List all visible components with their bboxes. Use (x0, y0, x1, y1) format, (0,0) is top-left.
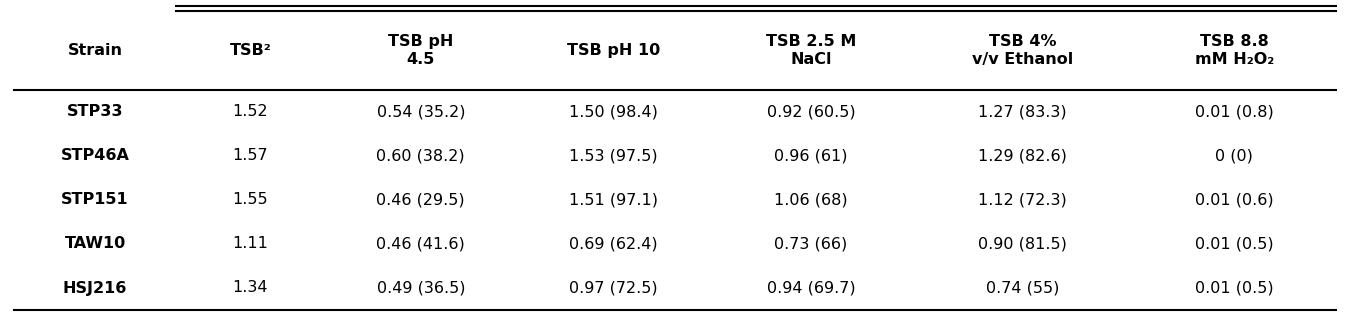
Text: STP33: STP33 (68, 105, 123, 119)
Text: 0.69 (62.4): 0.69 (62.4) (568, 237, 657, 251)
Text: 1.12 (72.3): 1.12 (72.3) (979, 193, 1066, 207)
Text: TSB pH
4.5: TSB pH 4.5 (387, 34, 454, 67)
Text: STP151: STP151 (61, 193, 128, 207)
Text: 1.57: 1.57 (232, 149, 269, 163)
Text: 1.06 (68): 1.06 (68) (775, 193, 848, 207)
Text: 1.50 (98.4): 1.50 (98.4) (568, 105, 657, 119)
Text: 1.52: 1.52 (232, 105, 269, 119)
Text: 0.97 (72.5): 0.97 (72.5) (568, 281, 657, 296)
Text: 0.01 (0.5): 0.01 (0.5) (1195, 281, 1273, 296)
Text: 1.34: 1.34 (232, 281, 269, 296)
Text: 0.92 (60.5): 0.92 (60.5) (767, 105, 856, 119)
Text: TAW10: TAW10 (65, 237, 126, 251)
Text: 0.01 (0.8): 0.01 (0.8) (1195, 105, 1273, 119)
Text: 1.11: 1.11 (232, 237, 269, 251)
Text: 0.94 (69.7): 0.94 (69.7) (767, 281, 856, 296)
Text: 0.46 (29.5): 0.46 (29.5) (377, 193, 466, 207)
Text: 0.96 (61): 0.96 (61) (775, 149, 848, 163)
Text: TSB 4%
v/v Ethanol: TSB 4% v/v Ethanol (972, 34, 1073, 67)
Text: 1.55: 1.55 (232, 193, 269, 207)
Text: TSB 2.5 M
NaCl: TSB 2.5 M NaCl (765, 34, 856, 67)
Text: 1.27 (83.3): 1.27 (83.3) (979, 105, 1066, 119)
Text: 0.90 (81.5): 0.90 (81.5) (979, 237, 1066, 251)
Text: 0.73 (66): 0.73 (66) (775, 237, 848, 251)
Text: 1.51 (97.1): 1.51 (97.1) (568, 193, 657, 207)
Text: 1.53 (97.5): 1.53 (97.5) (568, 149, 657, 163)
Text: 1.29 (82.6): 1.29 (82.6) (979, 149, 1066, 163)
Text: HSJ216: HSJ216 (63, 281, 127, 296)
Text: 0.60 (38.2): 0.60 (38.2) (377, 149, 466, 163)
Text: Strain: Strain (68, 43, 123, 58)
Text: 0.49 (36.5): 0.49 (36.5) (377, 281, 464, 296)
Text: TSB²: TSB² (230, 43, 271, 58)
Text: TSB 8.8
mM H₂O₂: TSB 8.8 mM H₂O₂ (1195, 34, 1274, 67)
Text: 0.74 (55): 0.74 (55) (986, 281, 1060, 296)
Text: 0 (0): 0 (0) (1215, 149, 1253, 163)
Text: TSB pH 10: TSB pH 10 (567, 43, 660, 58)
Text: 0.01 (0.5): 0.01 (0.5) (1195, 237, 1273, 251)
Text: 0.54 (35.2): 0.54 (35.2) (377, 105, 464, 119)
Text: 0.01 (0.6): 0.01 (0.6) (1195, 193, 1273, 207)
Text: STP46A: STP46A (61, 149, 130, 163)
Text: 0.46 (41.6): 0.46 (41.6) (377, 237, 466, 251)
